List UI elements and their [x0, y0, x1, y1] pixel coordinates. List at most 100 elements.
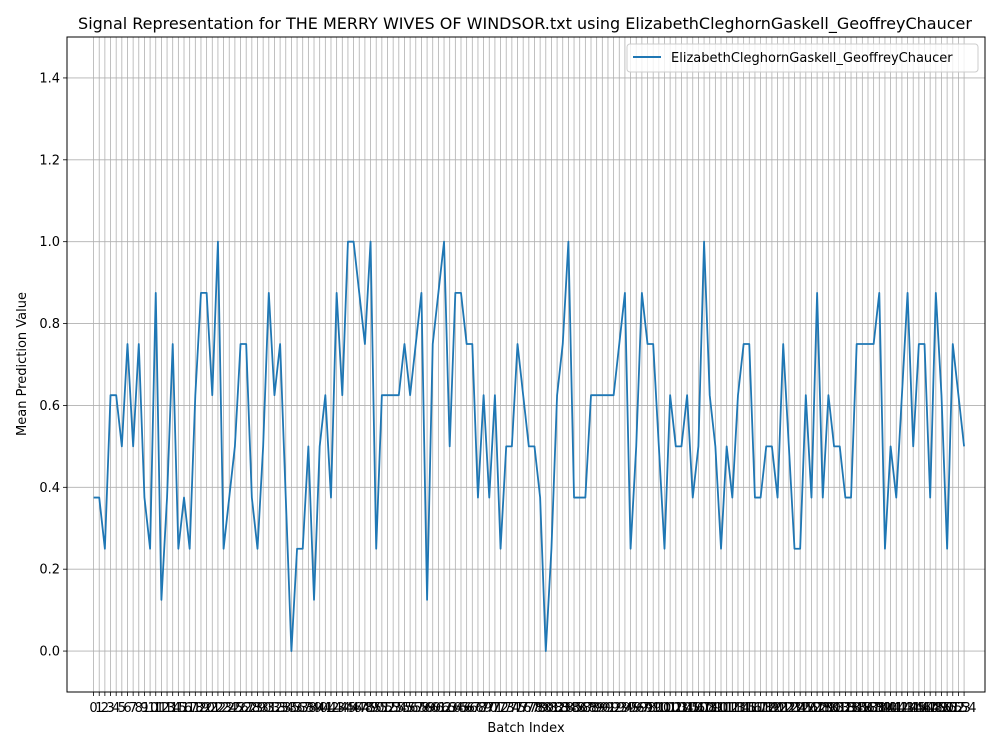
x-tick-label: 45 [340, 701, 357, 716]
x-tick-label: 120 [759, 701, 784, 716]
x-tick-label: 110 [703, 701, 728, 716]
x-tick-label: 86 [571, 701, 588, 716]
x-tick-label: 48 [357, 701, 374, 716]
x-tick-label: 81 [543, 701, 560, 716]
x-tick-label: 39 [306, 701, 323, 716]
x-tick-label: 96 [628, 701, 645, 716]
y-tick-label: 1.0 [39, 235, 60, 250]
x-tick-label: 118 [748, 701, 773, 716]
x-tick-label: 116 [737, 701, 762, 716]
x-tick-label: 143 [889, 701, 914, 716]
x-tick-label: 154 [952, 701, 977, 716]
x-tick-label: 23 [215, 701, 232, 716]
x-tick-label: 150 [929, 701, 954, 716]
x-tick-label: 102 [658, 701, 683, 716]
x-tick-label: 117 [743, 701, 768, 716]
x-tick-label: 9 [140, 701, 148, 716]
x-tick-label: 128 [805, 701, 830, 716]
x-tick-label: 93 [611, 701, 628, 716]
x-tick-label: 25 [227, 701, 244, 716]
x-tick-label: 113 [720, 701, 745, 716]
series-line [93, 240, 965, 652]
x-tick-label: 61 [430, 701, 447, 716]
x-tick-label: 0 [89, 701, 97, 716]
x-tick-label: 4 [112, 701, 120, 716]
x-tick-label: 15 [170, 701, 187, 716]
x-tick-label: 111 [709, 701, 734, 716]
x-tick-label: 142 [884, 701, 909, 716]
x-tick-label: 132 [827, 701, 852, 716]
x-tick-label: 79 [532, 701, 549, 716]
x-tick-label: 109 [697, 701, 722, 716]
y-tick-label: 0.4 [39, 481, 60, 496]
x-tick-label: 17 [181, 701, 198, 716]
x-tick-label: 71 [487, 701, 504, 716]
y-tick-label: 0.0 [39, 645, 60, 660]
x-tick-label: 90 [594, 701, 611, 716]
x-tick-label: 149 [923, 701, 948, 716]
x-tick-label: 76 [515, 701, 532, 716]
x-tick-label: 114 [726, 701, 751, 716]
legend-label: ElizabethCleghornGaskell_GeoffreyChaucer [671, 51, 953, 66]
x-tick-label: 88 [583, 701, 600, 716]
x-tick-label: 84 [560, 701, 577, 716]
x-tick-label: 53 [385, 701, 402, 716]
x-tick-label: 50 [368, 701, 385, 716]
x-tick-label: 105 [675, 701, 700, 716]
x-tick-label: 115 [731, 701, 756, 716]
x-tick-label: 146 [906, 701, 931, 716]
x-tick-label: 12 [153, 701, 170, 716]
x-tick-label: 7 [129, 701, 137, 716]
x-tick-label: 78 [526, 701, 543, 716]
y-tick-label: 0.8 [39, 317, 60, 332]
series-line-layer [93, 240, 965, 652]
x-tick-label: 106 [680, 701, 705, 716]
x-tick-label: 74 [504, 701, 521, 716]
x-tick-label: 11 [147, 701, 164, 716]
x-tick-label: 18 [187, 701, 204, 716]
x-tick-label: 10 [142, 701, 159, 716]
x-tick-label: 1 [95, 701, 103, 716]
x-tick-label: 101 [652, 701, 677, 716]
x-tick-label: 70 [481, 701, 498, 716]
grid-lines [67, 37, 985, 692]
x-tick-label: 41 [317, 701, 334, 716]
x-tick-label: 125 [788, 701, 813, 716]
x-tick-label: 85 [566, 701, 583, 716]
x-tick-label: 82 [549, 701, 566, 716]
x-tick-label: 153 [946, 701, 971, 716]
x-tick-label: 127 [799, 701, 824, 716]
x-tick-label: 139 [867, 701, 892, 716]
x-tick-label: 126 [793, 701, 818, 716]
x-tick-label: 68 [470, 701, 487, 716]
x-tick-label: 57 [407, 701, 424, 716]
x-tick-label: 33 [272, 701, 289, 716]
x-tick-label: 29 [249, 701, 266, 716]
x-tick-label: 129 [810, 701, 835, 716]
x-tick-label: 83 [554, 701, 571, 716]
x-tick-label: 73 [498, 701, 515, 716]
x-tick-label: 108 [692, 701, 717, 716]
x-tick-label: 38 [300, 701, 317, 716]
x-tick-label: 138 [861, 701, 886, 716]
y-tick-label: 0.6 [39, 399, 60, 414]
x-tick-label: 49 [362, 701, 379, 716]
x-tick-label: 144 [895, 701, 920, 716]
x-tick-label: 55 [396, 701, 413, 716]
x-tick-label: 136 [850, 701, 875, 716]
x-tick-label: 35 [283, 701, 300, 716]
x-tick-label: 37 [294, 701, 311, 716]
legend-box [626, 43, 979, 73]
x-tick-label: 52 [379, 701, 396, 716]
x-tick-label: 94 [617, 701, 634, 716]
x-tick-label: 147 [912, 701, 937, 716]
x-tick-label: 54 [391, 701, 408, 716]
x-tick-label: 145 [901, 701, 926, 716]
x-tick-label: 152 [940, 701, 965, 716]
x-tick-label: 112 [714, 701, 739, 716]
x-tick-label: 24 [221, 701, 238, 716]
x-tick-label: 64 [447, 701, 464, 716]
x-tick-label: 2 [101, 701, 109, 716]
x-tick-label: 27 [238, 701, 255, 716]
